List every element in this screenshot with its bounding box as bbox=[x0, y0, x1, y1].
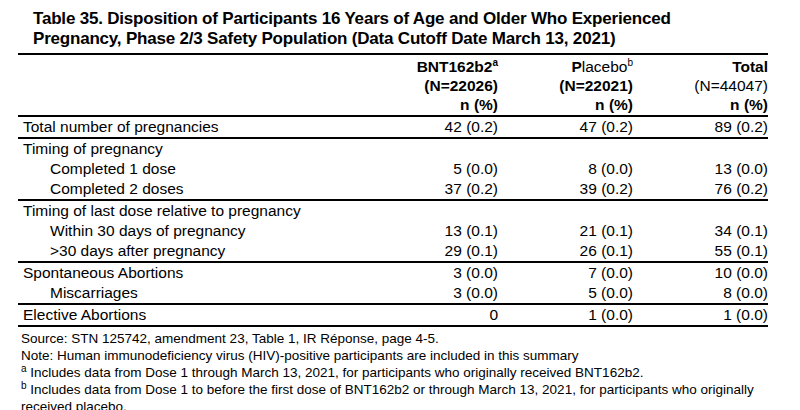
cell-total: 76 (0.2) bbox=[633, 179, 768, 200]
footnote-b-text: Includes data from Dose 1 to before the … bbox=[21, 382, 754, 410]
cell-placebo bbox=[498, 200, 633, 221]
cell-placebo: 47 (0.2) bbox=[498, 116, 633, 138]
footnote-marker-a: a bbox=[492, 57, 498, 68]
cell-bnt162b2: 29 (0.1) bbox=[358, 241, 498, 262]
cell-total: 89 (0.2) bbox=[633, 116, 768, 138]
header-col-total: Total (N=44047) n (%) bbox=[633, 54, 768, 116]
table-row: Within 30 days of pregnancy 13 (0.1) 21 … bbox=[18, 221, 768, 241]
footnote-note: Note: Human immunodeficiency virus (HIV)… bbox=[21, 347, 763, 364]
header-total-n: (N=44047) bbox=[633, 76, 768, 95]
row-label: Spontaneous Abortions bbox=[18, 262, 358, 283]
cell-placebo: 39 (0.2) bbox=[498, 179, 633, 200]
cell-total bbox=[633, 200, 768, 221]
cell-placebo: 21 (0.1) bbox=[498, 221, 633, 241]
header-total-name: Total bbox=[633, 57, 768, 76]
cell-bnt162b2: 5 (0.0) bbox=[358, 159, 498, 179]
table-section-row: Timing of pregnancy bbox=[18, 138, 768, 159]
header-label-spacer bbox=[18, 54, 358, 116]
table-row: Spontaneous Abortions 3 (0.0) 7 (0.0) 10… bbox=[18, 262, 768, 283]
cell-bnt162b2: 0 bbox=[358, 304, 498, 326]
footnote-source: Source: STN 125742, amendment 23, Table … bbox=[21, 330, 763, 347]
cell-bnt162b2 bbox=[358, 138, 498, 159]
table-row: Completed 1 dose 5 (0.0) 8 (0.0) 13 (0.0… bbox=[18, 159, 768, 179]
cell-total: 13 (0.0) bbox=[633, 159, 768, 179]
cell-total: 8 (0.0) bbox=[633, 283, 768, 304]
document-page: Table 35. Disposition of Participants 16… bbox=[0, 0, 800, 410]
table-row: Elective Abortions 0 1 (0.0) 1 (0.0) bbox=[18, 304, 768, 326]
section-label: Timing of last dose relative to pregnanc… bbox=[18, 200, 358, 221]
header-col-placebo: Placebob (N=22021) n (%) bbox=[498, 54, 633, 116]
table-section-row: Timing of last dose relative to pregnanc… bbox=[18, 200, 768, 221]
cell-total: 55 (0.1) bbox=[633, 241, 768, 262]
cell-bnt162b2: 3 (0.0) bbox=[358, 283, 498, 304]
row-label: Total number of pregnancies bbox=[18, 116, 358, 138]
header-total-stat: n (%) bbox=[633, 95, 768, 114]
cell-bnt162b2: 42 (0.2) bbox=[358, 116, 498, 138]
row-label: Completed 2 doses bbox=[18, 179, 358, 200]
footnote-marker-b: b bbox=[627, 57, 633, 68]
row-label: Elective Abortions bbox=[18, 304, 358, 326]
cell-bnt162b2: 3 (0.0) bbox=[358, 262, 498, 283]
row-label: Within 30 days of pregnancy bbox=[18, 221, 358, 241]
cell-placebo: 8 (0.0) bbox=[498, 159, 633, 179]
cell-bnt162b2: 37 (0.2) bbox=[358, 179, 498, 200]
header-placebo-stat: n (%) bbox=[498, 95, 633, 114]
cell-total bbox=[633, 138, 768, 159]
table-row: Total number of pregnancies 42 (0.2) 47 … bbox=[18, 116, 768, 138]
cell-bnt162b2: 13 (0.1) bbox=[358, 221, 498, 241]
table-row: >30 days after pregnancy 29 (0.1) 26 (0.… bbox=[18, 241, 768, 262]
cell-placebo: 1 (0.0) bbox=[498, 304, 633, 326]
cell-placebo bbox=[498, 138, 633, 159]
header-col-bnt162b2: BNT162b2a (N=22026) n (%) bbox=[358, 54, 498, 116]
cell-total: 10 (0.0) bbox=[633, 262, 768, 283]
table-footnotes: Source: STN 125742, amendment 23, Table … bbox=[21, 330, 763, 410]
footnote-b: b Includes data from Dose 1 to before th… bbox=[21, 381, 763, 410]
cell-bnt162b2 bbox=[358, 200, 498, 221]
footnote-a-text: Includes data from Dose 1 through March … bbox=[30, 365, 643, 380]
header-bnt162b2-stat: n (%) bbox=[358, 95, 498, 114]
header-placebo-name: Placebob bbox=[498, 57, 633, 76]
cell-placebo: 26 (0.1) bbox=[498, 241, 633, 262]
header-row: BNT162b2a (N=22026) n (%) Placebob (N=22… bbox=[18, 54, 768, 116]
table-row: Completed 2 doses 37 (0.2) 39 (0.2) 76 (… bbox=[18, 179, 768, 200]
section-label: Timing of pregnancy bbox=[18, 138, 358, 159]
row-label: Completed 1 dose bbox=[18, 159, 358, 179]
disposition-table: BNT162b2a (N=22026) n (%) Placebob (N=22… bbox=[18, 53, 768, 327]
header-bnt162b2-n: (N=22026) bbox=[358, 76, 498, 95]
cell-total: 34 (0.1) bbox=[633, 221, 768, 241]
footnote-b-marker: b bbox=[21, 380, 27, 391]
footnote-a-marker: a bbox=[21, 363, 27, 374]
row-label: >30 days after pregnancy bbox=[18, 241, 358, 262]
row-label: Miscarriages bbox=[18, 283, 358, 304]
cell-placebo: 5 (0.0) bbox=[498, 283, 633, 304]
cell-placebo: 7 (0.0) bbox=[498, 262, 633, 283]
table-row: Miscarriages 3 (0.0) 5 (0.0) 8 (0.0) bbox=[18, 283, 768, 304]
table-title: Table 35. Disposition of Participants 16… bbox=[33, 9, 772, 49]
table-title-line2: Pregnancy, Phase 2/3 Safety Population (… bbox=[33, 29, 772, 49]
cell-total: 1 (0.0) bbox=[633, 304, 768, 326]
table-title-line1: Table 35. Disposition of Participants 16… bbox=[33, 9, 772, 29]
footnote-a: a Includes data from Dose 1 through Marc… bbox=[21, 364, 763, 381]
header-placebo-n: (N=22021) bbox=[498, 76, 633, 95]
header-bnt162b2-name: BNT162b2a bbox=[358, 57, 498, 76]
